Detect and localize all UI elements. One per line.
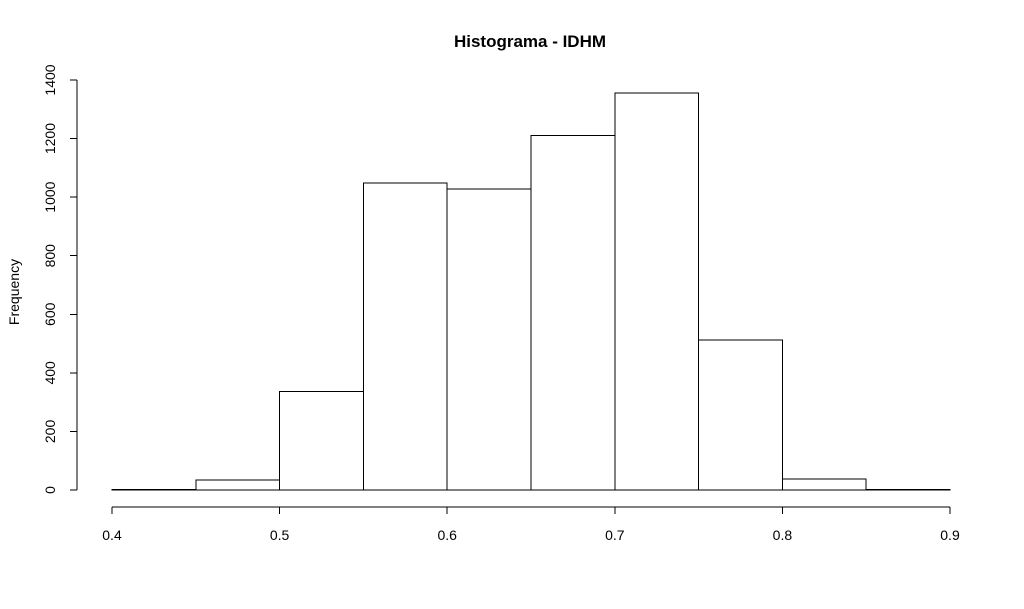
y-tick-label: 1200 [42,123,58,154]
chart-title: Histograma - IDHM [454,32,606,51]
y-tick-label: 600 [42,302,58,326]
x-tick-label: 0.9 [940,527,960,543]
y-tick-label: 1000 [42,181,58,212]
histogram-bar [195,479,281,491]
histogram-bar [614,92,700,491]
x-tick-label: 0.7 [605,527,625,543]
histogram-bar [865,488,951,491]
histogram-bar [781,478,867,491]
x-tick-label: 0.6 [437,527,457,543]
y-tick-label: 1400 [42,64,58,95]
y-axis: 0 200 400 600 800 1000 1200 1400 [42,64,78,494]
histogram-bar [698,339,783,491]
y-tick-label: 800 [42,244,58,268]
x-tick-label: 0.8 [773,527,793,543]
histogram-bar [279,390,364,491]
y-tick-label: 400 [42,361,58,385]
x-axis: 0.4 0.5 0.6 0.7 0.8 0.9 [102,506,960,543]
histogram-bar [530,134,616,491]
x-tick-label: 0.4 [102,527,122,543]
y-tick-label: 0 [42,486,58,494]
y-axis-label: Frequency [6,259,22,325]
y-tick-label: 200 [42,420,58,444]
histogram-bar [446,188,532,491]
x-tick-label: 0.5 [270,527,290,543]
histogram-bars [111,92,951,491]
histogram-bar [362,182,448,491]
histogram-bar [111,488,197,491]
